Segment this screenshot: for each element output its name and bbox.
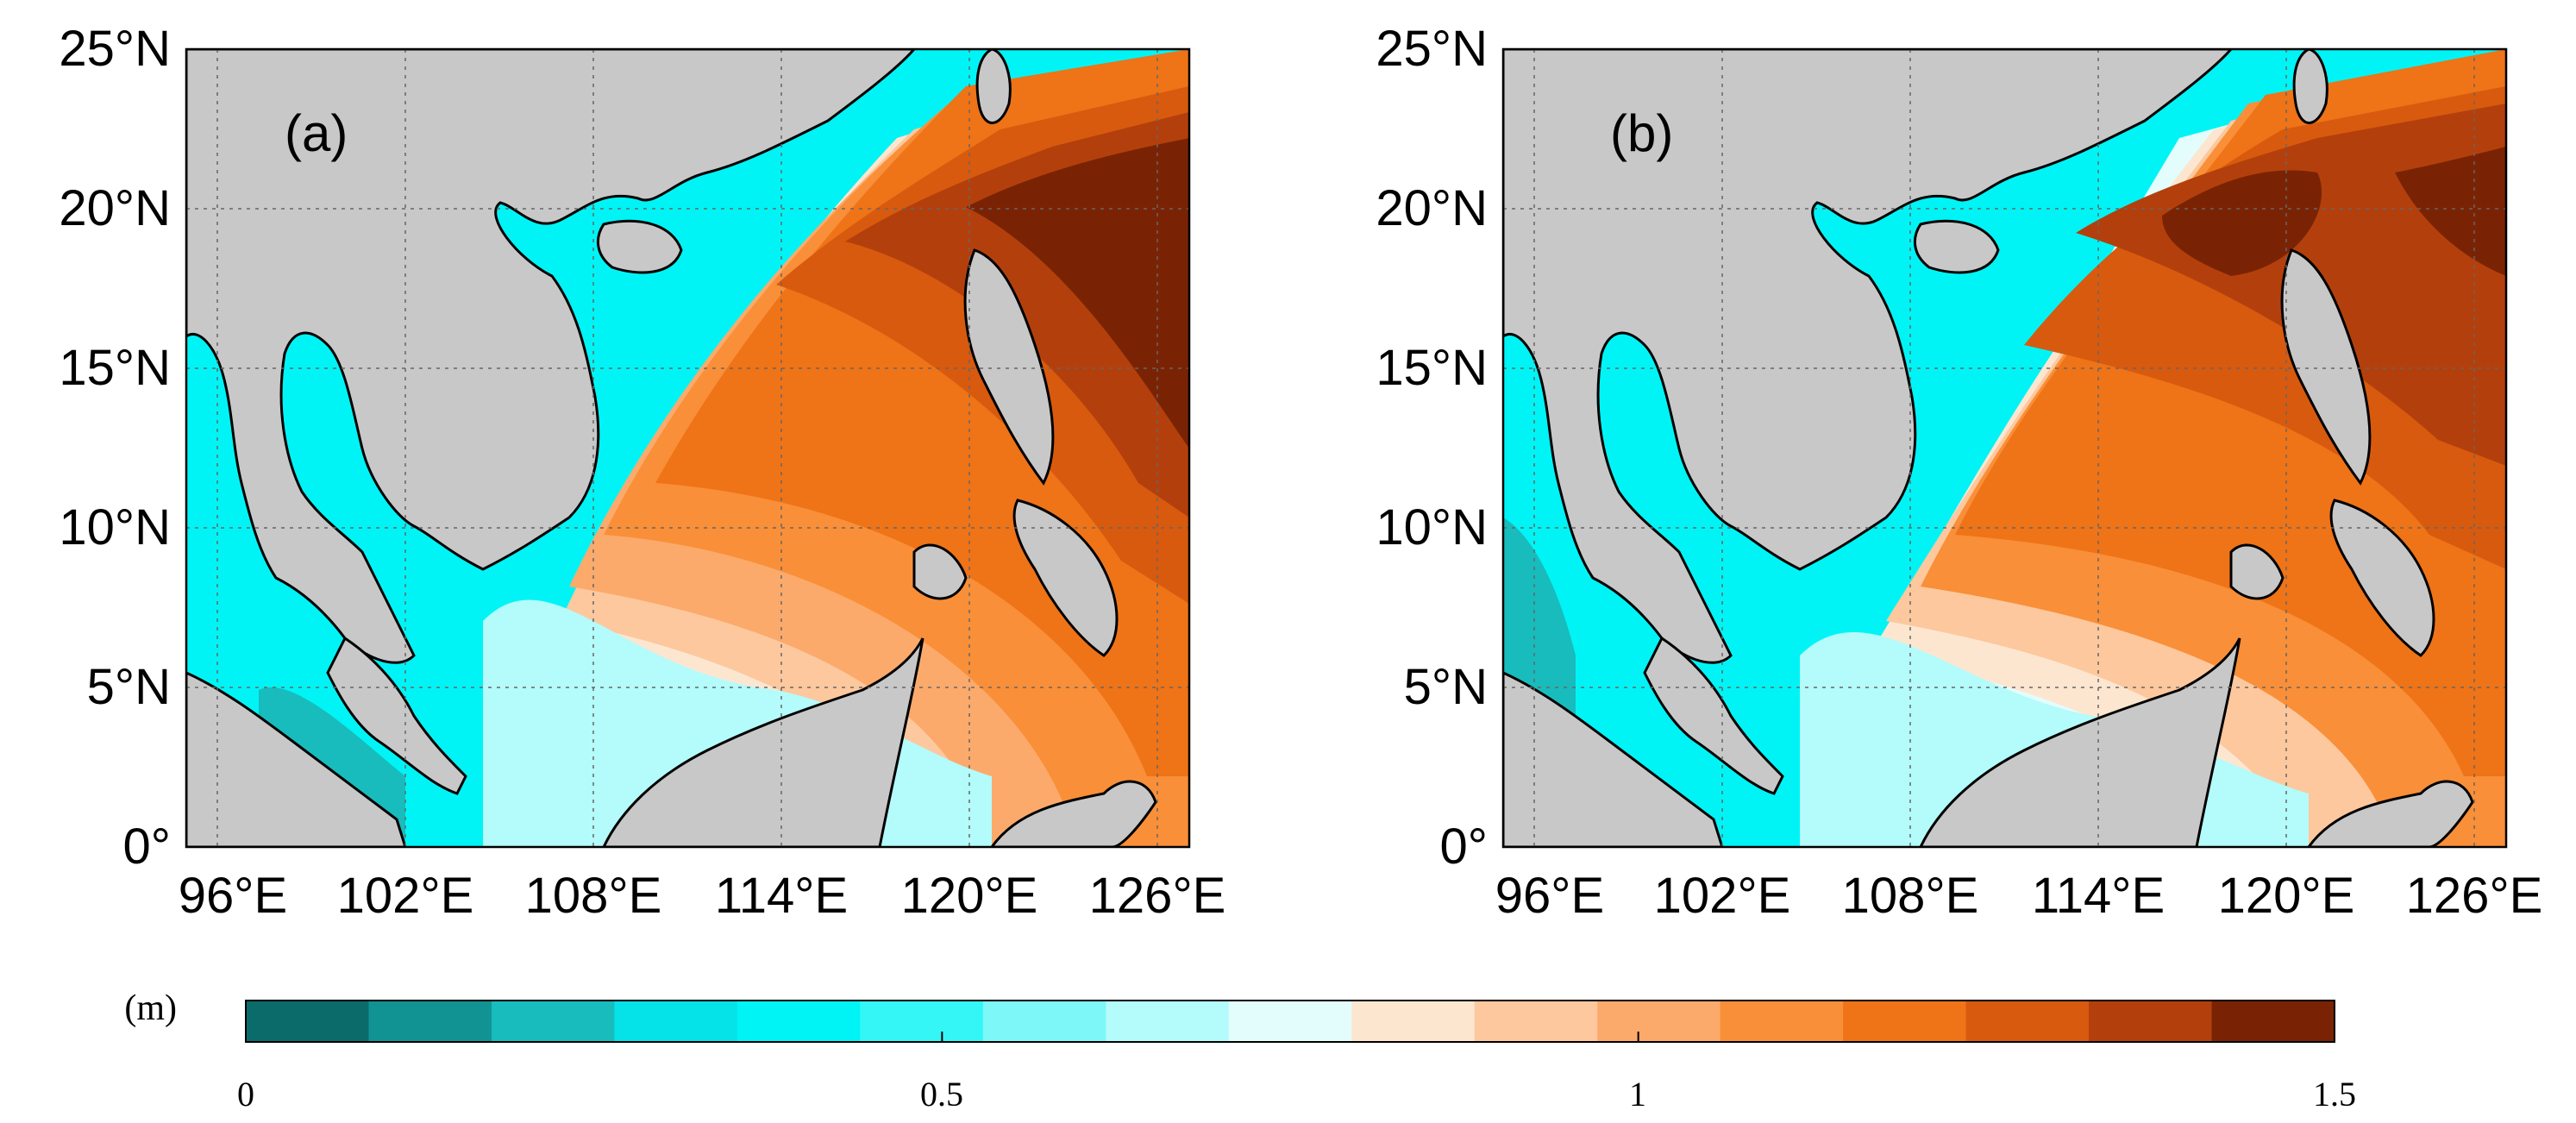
colorbar-swatches <box>246 1001 2335 1042</box>
colorbar-swatch <box>982 1001 1106 1042</box>
graticule-b <box>1503 49 2506 847</box>
panel-label-b: (b) <box>1610 104 1673 162</box>
map-frame-b <box>1501 47 2508 849</box>
colorbar-swatch <box>736 1001 861 1042</box>
lat-tick-b-0: 0° <box>1440 819 1488 875</box>
lat-tick-b-15: 15°N <box>1376 340 1488 396</box>
lon-tick-a-114: 114°E <box>715 868 848 924</box>
colorbar-tick-label-0: 0 <box>237 1075 254 1114</box>
lat-tick-b-10: 10°N <box>1376 499 1488 555</box>
colorbar-swatch <box>1474 1001 1598 1042</box>
lon-tick-a-108: 108°E <box>525 868 662 924</box>
sla-band-6b <box>2395 147 2506 276</box>
map-b-svg: (b) 0° 5°N 10°N 15°N 20°N 25°N 96°E 102°… <box>1376 21 2543 924</box>
graticule-a <box>186 49 1189 847</box>
colorbar-swatch <box>1106 1001 1230 1042</box>
colorbar-swatch <box>1720 1001 1844 1042</box>
lat-tick-b-20: 20°N <box>1376 180 1488 236</box>
map-panel-a: (a) 0° 5°N 10°N 15°N 20°N 25°N 96°E 102°… <box>0 0 1294 949</box>
map-frame-a <box>185 47 1191 849</box>
lon-tick-a-96: 96°E <box>179 868 287 924</box>
colorbar: (m) 0 0.5 1 1.5 <box>124 988 2356 1114</box>
colorbar-swatch <box>246 1001 369 1042</box>
lon-tick-b-108: 108°E <box>1842 868 1979 924</box>
lon-tick-b-126: 126°E <box>2406 868 2543 924</box>
lat-tick-b-5: 5°N <box>1404 659 1488 715</box>
land-masses <box>186 49 1157 847</box>
colorbar-swatch <box>1228 1001 1352 1042</box>
colorbar-swatch <box>2089 1001 2213 1042</box>
colorbar-swatch <box>368 1001 492 1042</box>
colorbar-swatch <box>1843 1001 1967 1042</box>
lat-tick-a-25: 25°N <box>59 21 171 77</box>
colorbar-swatch <box>1597 1001 1721 1042</box>
colorbar-ticks <box>245 1032 2335 1042</box>
lat-tick-a-0: 0° <box>123 819 171 875</box>
panel-label-a: (a) <box>285 104 348 162</box>
colorbar-frame <box>245 1000 2335 1043</box>
lat-tick-a-10: 10°N <box>59 499 171 555</box>
colorbar-swatch <box>860 1001 984 1042</box>
lat-tick-b-25: 25°N <box>1376 21 1488 77</box>
colorbar-swatch <box>1965 1001 2090 1042</box>
lon-tick-b-120: 120°E <box>2218 868 2355 924</box>
land-masses <box>1503 49 2474 847</box>
colorbar-swatch <box>1351 1001 1476 1042</box>
lon-tick-a-102: 102°E <box>337 868 474 924</box>
lon-tick-a-126: 126°E <box>1089 868 1226 924</box>
lat-tick-a-20: 20°N <box>59 180 171 236</box>
lon-tick-b-114: 114°E <box>2032 868 2165 924</box>
colorbar-swatch <box>614 1001 738 1042</box>
lon-tick-b-96: 96°E <box>1495 868 1604 924</box>
colorbar-unit: (m) <box>124 988 177 1028</box>
sla-band-6 <box>2162 170 2322 276</box>
sla-band-6 <box>966 138 1189 449</box>
colorbar-tick-label-0.5: 0.5 <box>920 1075 963 1114</box>
lon-tick-b-102: 102°E <box>1654 868 1791 924</box>
colorbar-tick-label-1: 1 <box>1629 1075 1646 1114</box>
colorbar-swatch <box>491 1001 615 1042</box>
colorbar-tick-label-1.5: 1.5 <box>2313 1075 2356 1114</box>
lat-tick-a-15: 15°N <box>59 340 171 396</box>
map-panel-b: (b) 0° 5°N 10°N 15°N 20°N 25°N 96°E 102°… <box>1317 0 2576 949</box>
map-a-svg: (a) 0° 5°N 10°N 15°N 20°N 25°N 96°E 102°… <box>59 21 1226 924</box>
colorbar-swatch <box>2211 1001 2335 1042</box>
lat-tick-a-5: 5°N <box>87 659 171 715</box>
lon-tick-a-120: 120°E <box>901 868 1038 924</box>
